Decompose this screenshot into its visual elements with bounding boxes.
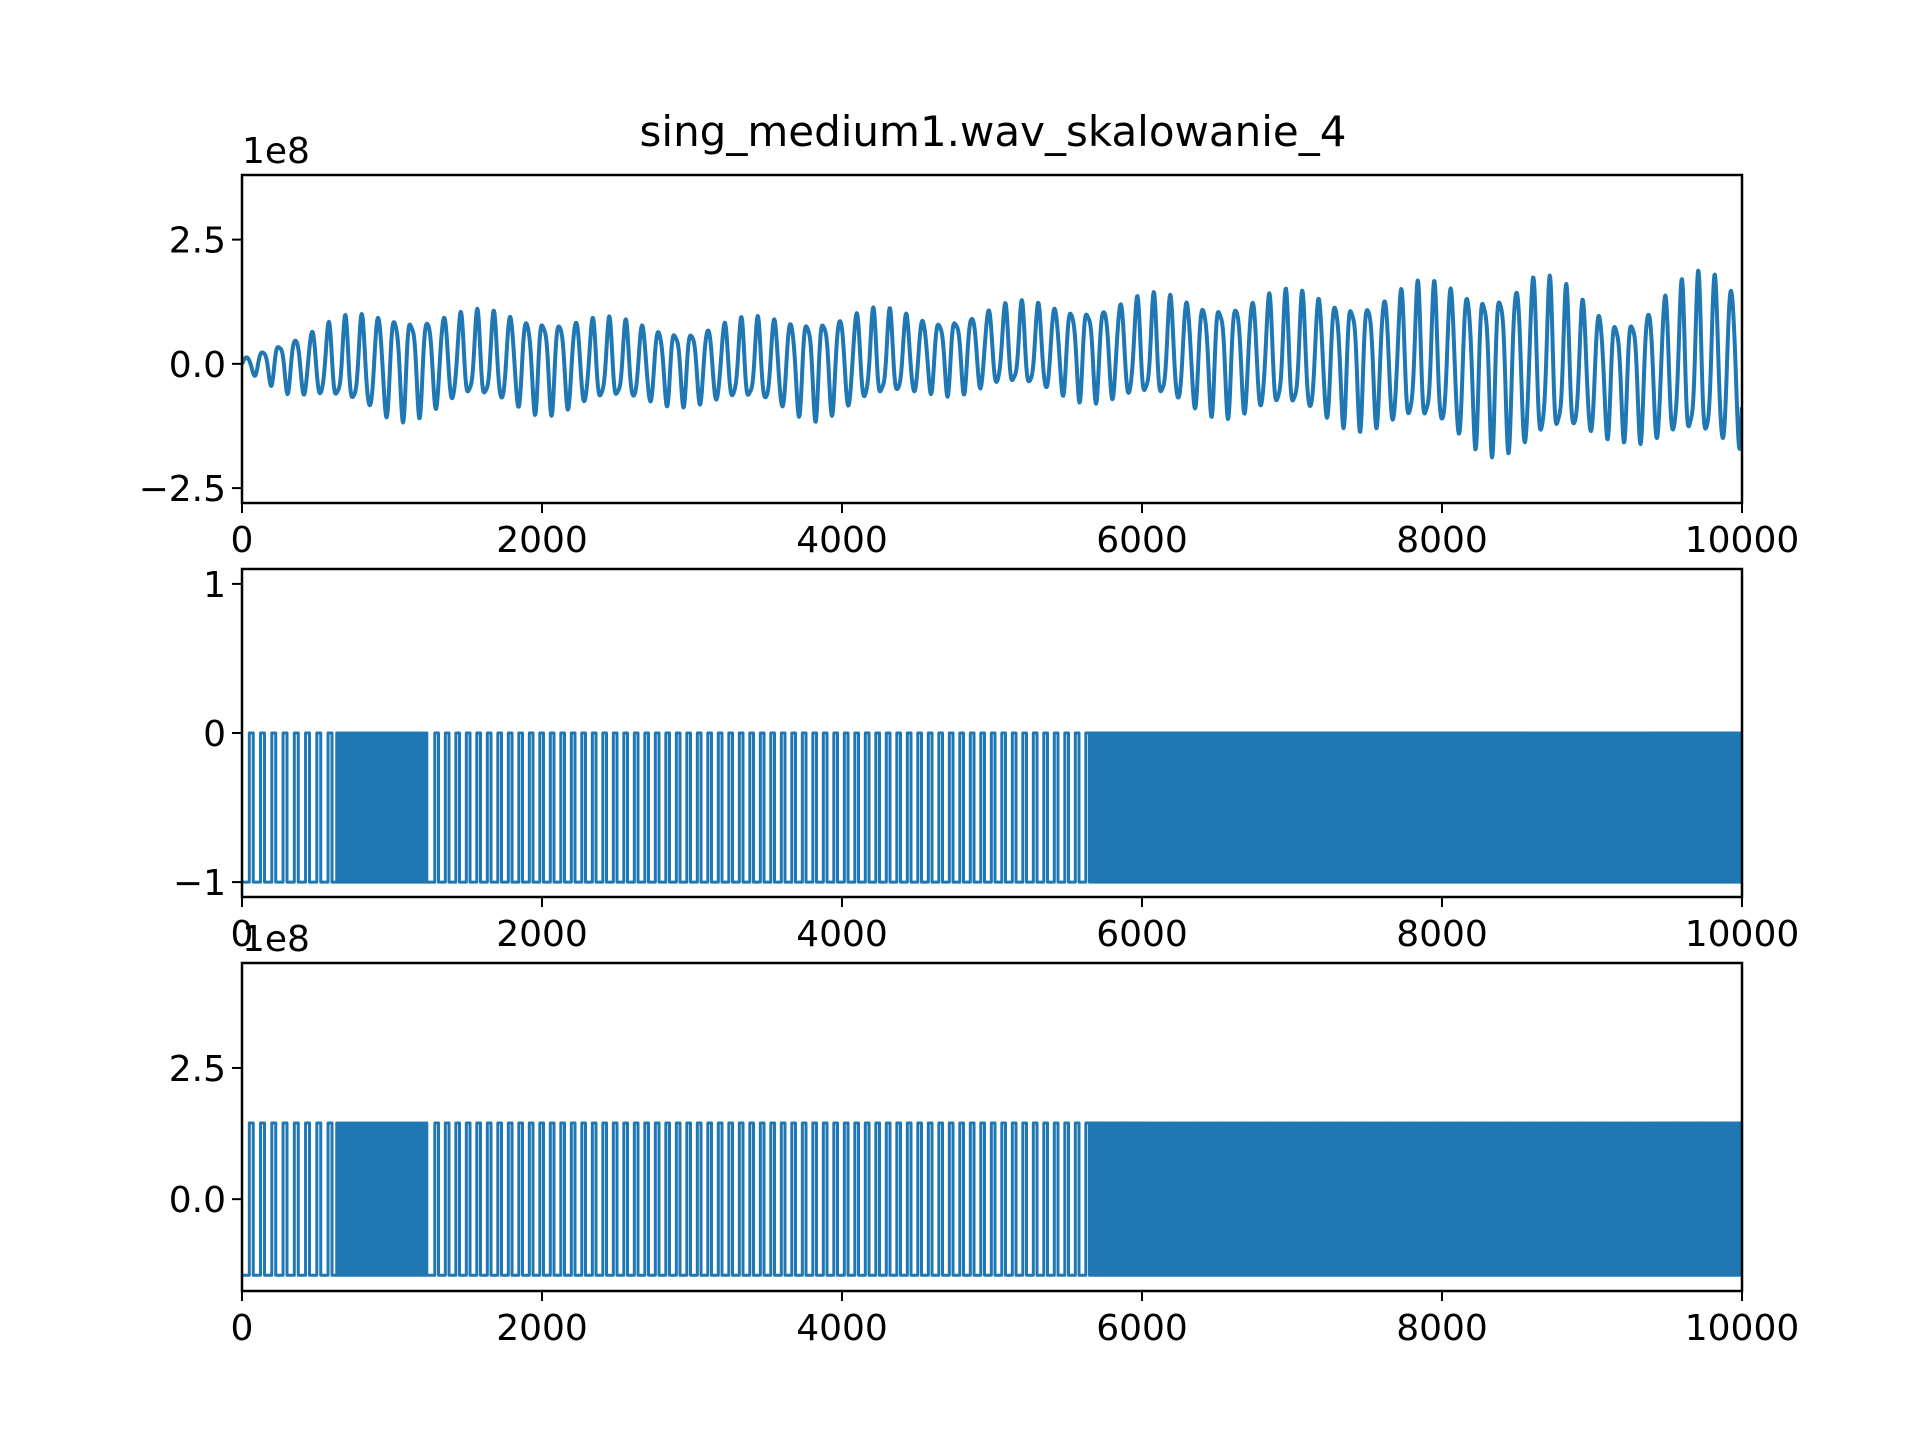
y-tick-label: 1 bbox=[203, 565, 226, 606]
x-tick-label: 8000 bbox=[1396, 520, 1488, 561]
y-tick-label: −2.5 bbox=[139, 469, 226, 510]
x-tick-label: 0 bbox=[231, 1308, 254, 1349]
x-tick-label: 6000 bbox=[1096, 914, 1188, 955]
y-tick-label: 0.0 bbox=[169, 345, 226, 386]
y-tick-label: 2.5 bbox=[169, 1049, 226, 1090]
x-tick-label: 10000 bbox=[1685, 914, 1800, 955]
x-tick-label: 4000 bbox=[796, 520, 888, 561]
x-tick-label: 2000 bbox=[496, 520, 588, 561]
x-tick-label: 6000 bbox=[1096, 520, 1188, 561]
x-tick-label: 0 bbox=[231, 520, 254, 561]
axes-bottom: 0 2000 4000 6000 8000 10000 0.0 2.5 1e8 bbox=[169, 919, 1800, 1349]
x-tick-label: 4000 bbox=[796, 914, 888, 955]
axes-frame bbox=[240, 173, 1744, 505]
x-tick-label: 10000 bbox=[1685, 1308, 1800, 1349]
x-tick-label: 6000 bbox=[1096, 1308, 1188, 1349]
chart-title: sing_medium1.wav_skalowanie_4 bbox=[640, 107, 1347, 156]
axes-frame bbox=[240, 961, 1744, 1293]
series-line bbox=[242, 268, 1742, 460]
y-tick-label: 0.0 bbox=[169, 1180, 226, 1221]
y-offset-text: 1e8 bbox=[242, 131, 310, 172]
x-tick-label: 8000 bbox=[1396, 914, 1488, 955]
y-tick-label: 0 bbox=[203, 714, 226, 755]
series-line bbox=[242, 1121, 1742, 1277]
axes-top: 0 2000 4000 6000 8000 10000 −2.5 0.0 2.5 1e8 bbox=[139, 131, 1800, 561]
y-tick-label: 2.5 bbox=[169, 221, 226, 262]
x-tick-label: 2000 bbox=[496, 1308, 588, 1349]
x-tick-label: 0 bbox=[231, 914, 254, 955]
series-line bbox=[242, 731, 1742, 884]
y-tick-label: −1 bbox=[173, 863, 226, 904]
x-tick-label: 2000 bbox=[496, 914, 588, 955]
x-tick-label: 8000 bbox=[1396, 1308, 1488, 1349]
y-offset-text: 1e8 bbox=[242, 919, 310, 960]
axes-middle: 0 2000 4000 6000 8000 10000−101 bbox=[173, 565, 1799, 955]
x-tick-label: 10000 bbox=[1685, 520, 1800, 561]
x-tick-label: 4000 bbox=[796, 1308, 888, 1349]
